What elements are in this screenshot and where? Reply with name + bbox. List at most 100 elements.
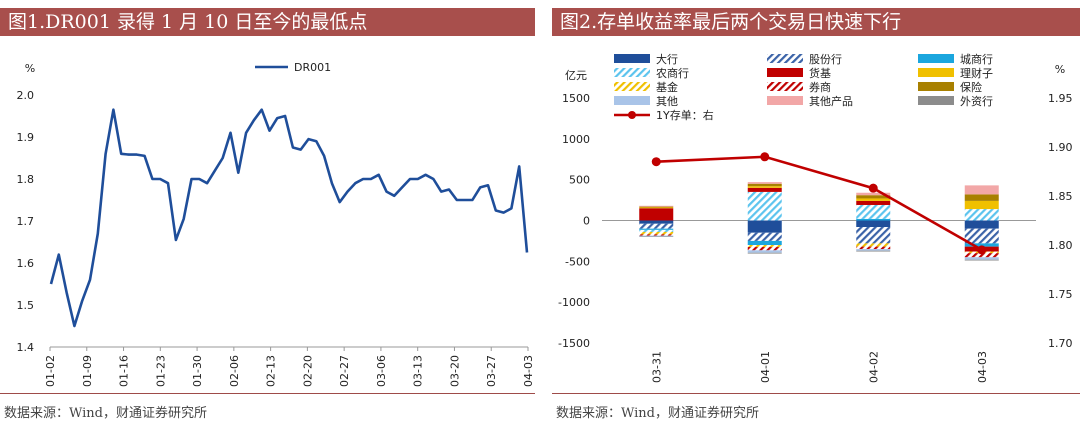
legend-label: 外资行 (960, 95, 993, 108)
bar-segment (856, 198, 891, 201)
bar-segment (747, 252, 782, 254)
legend-swatch (767, 68, 803, 77)
source-note: 数据来源：Wind，财通证券研究所 (4, 406, 207, 421)
bar-segment (747, 245, 782, 248)
x-tick-label: 04-03 (976, 351, 989, 383)
y-tick-label-left: 500 (569, 174, 590, 187)
bar-segment (856, 192, 891, 196)
bar-segment (639, 235, 674, 237)
bar-segment (856, 227, 891, 244)
bar-segment (964, 194, 999, 201)
legend-label: 其他产品 (809, 94, 853, 108)
bar-segment (639, 205, 674, 207)
x-tick-label: 02-27 (338, 355, 351, 387)
bar-segment (639, 231, 674, 235)
bar-segment (856, 249, 891, 251)
legend-swatch (614, 96, 650, 105)
bar-segment (639, 234, 674, 236)
legend-swatch (767, 82, 803, 91)
x-tick-label: 01-09 (81, 355, 94, 387)
y-tick-label-left: 1000 (562, 133, 590, 146)
legend-label: 理财子 (960, 66, 993, 80)
bar-segment (747, 183, 782, 187)
bar-segment (639, 206, 674, 208)
x-tick-label: 04-01 (759, 351, 772, 383)
y-axis-label-left: 亿元 (565, 69, 587, 82)
legend-swatch (918, 82, 954, 91)
x-tick-label: 03-06 (375, 355, 388, 387)
chart-title: 图2.存单收益率最后两个交易日快速下行 (552, 8, 1080, 36)
bar-segment (856, 246, 891, 250)
legend-swatch (918, 96, 954, 105)
y-tick-label: 1.8 (17, 173, 35, 186)
x-tick-label: 01-23 (154, 355, 167, 387)
legend-label: 其他 (656, 95, 678, 108)
legend-swatch (614, 68, 650, 77)
bar-segment (964, 228, 999, 244)
y-tick-label-right: 1.80 (1048, 239, 1073, 252)
bar-segment (964, 259, 999, 261)
bar-segment (856, 218, 891, 221)
bar-segment (856, 243, 891, 247)
legend-label: 城商行 (960, 52, 993, 66)
legend-label: 基金 (656, 80, 678, 94)
bar-segment (639, 236, 674, 237)
series-line-1y-cd (656, 155, 983, 252)
legend-label: 大行 (656, 52, 678, 66)
series-point-1y-cd (651, 157, 661, 167)
bar-segment (639, 207, 674, 209)
series-point-1y-cd (760, 152, 770, 162)
bar-segment (747, 186, 782, 188)
legend-label-dr001: DR001 (294, 61, 331, 74)
y-tick-label: 1.4 (17, 341, 35, 354)
legend-swatch (918, 68, 954, 77)
bar-segment (856, 204, 891, 219)
legend-label: 股份行 (809, 53, 842, 66)
series-line-dr001 (49, 108, 529, 328)
y-tick-label-left: -500 (565, 255, 590, 268)
x-tick-label: 04-03 (522, 355, 535, 387)
bar-segment (964, 220, 999, 229)
bar-segment (639, 220, 674, 224)
y-tick-label: 2.0 (17, 89, 35, 102)
bar-segment (639, 223, 674, 229)
legend-swatch (767, 96, 803, 105)
bar-segment (964, 243, 999, 247)
legend-swatch (614, 54, 650, 63)
legend-label: 券商 (809, 80, 831, 94)
y-tick-label-right: 1.95 (1048, 92, 1073, 105)
legend-label: 农商行 (656, 66, 689, 80)
bar-segment (856, 200, 891, 205)
x-tick-label: 03-13 (412, 355, 425, 387)
y-tick-label-right: 1.85 (1048, 190, 1073, 203)
bar-segment (747, 182, 782, 184)
y-tick-label-left: 0 (583, 215, 590, 228)
x-tick-label: 01-16 (118, 355, 131, 387)
bar-segment (639, 208, 674, 221)
bar-segment (747, 191, 782, 221)
y-axis-label-right: % (1055, 63, 1065, 76)
bar-segment (747, 232, 782, 241)
y-tick-label-left: 1500 (562, 92, 590, 105)
bar-segment (747, 250, 782, 253)
bar-segment (964, 257, 999, 260)
bar-segment (747, 240, 782, 245)
legend-label: 1Y存单：右 (656, 108, 714, 122)
bar-segment (747, 187, 782, 192)
series-point-1y-cd (868, 183, 878, 193)
y-tick-label-right: 1.90 (1048, 141, 1073, 154)
bar-segment (639, 229, 674, 232)
y-tick-label-right: 1.75 (1048, 288, 1073, 301)
bar-segment (964, 253, 999, 258)
y-tick-label: 1.9 (17, 131, 35, 144)
chart-panel-cd-flow: 图2.存单收益率最后两个交易日快速下行 亿元% 1500 1000 500 0 -500 -… (552, 0, 1080, 427)
legend-label: 货基 (809, 66, 831, 80)
legend-swatch (918, 54, 954, 63)
legend-label: 保险 (960, 80, 982, 94)
divider (0, 393, 535, 394)
bar-segment (964, 200, 999, 210)
x-tick-label: 03-27 (485, 355, 498, 387)
x-tick-label: 03-31 (650, 351, 663, 383)
chart-panel-dr001: 图1.DR001 录得 1 月 10 日至今的最低点 % 1.4 1.5 1.6 1.7… (0, 0, 535, 427)
divider (552, 393, 1080, 394)
